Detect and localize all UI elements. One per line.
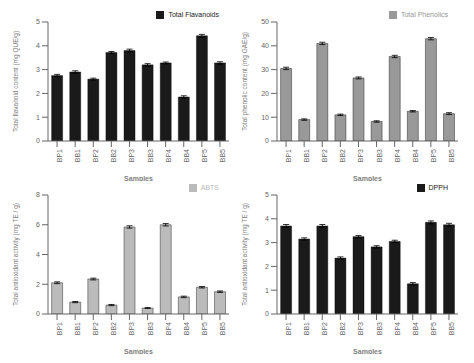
svg-text:BB5: BB5	[448, 149, 455, 162]
svg-text:BP5: BP5	[201, 149, 208, 162]
svg-text:BB3: BB3	[376, 322, 383, 335]
svg-text:BB2: BB2	[110, 149, 117, 162]
svg-text:8: 8	[36, 191, 40, 198]
svg-text:1: 1	[265, 287, 269, 294]
svg-text:30: 30	[261, 66, 269, 73]
svg-text:BP3: BP3	[357, 322, 364, 335]
svg-text:BP3: BP3	[128, 149, 135, 162]
svg-text:10: 10	[261, 114, 269, 121]
svg-text:BB3: BB3	[376, 149, 383, 162]
svg-text:BB5: BB5	[448, 322, 455, 335]
svg-text:BB1: BB1	[303, 149, 310, 162]
svg-text:Samples: Samples	[353, 175, 382, 181]
svg-text:BP1: BP1	[285, 322, 292, 335]
svg-text:BP1: BP1	[56, 149, 63, 162]
svg-text:BP1: BP1	[285, 149, 292, 162]
svg-text:BB1: BB1	[303, 322, 310, 335]
svg-text:BB4: BB4	[412, 322, 419, 335]
svg-text:3: 3	[265, 239, 269, 246]
svg-text:5: 5	[265, 191, 269, 198]
svg-text:BB5: BB5	[219, 322, 226, 335]
svg-text:0: 0	[36, 310, 40, 317]
svg-text:2: 2	[36, 281, 40, 288]
svg-text:BP2: BP2	[92, 149, 99, 162]
svg-text:4: 4	[36, 251, 40, 258]
svg-text:BB1: BB1	[74, 149, 81, 162]
svg-text:BB3: BB3	[147, 149, 154, 162]
svg-text:2: 2	[36, 90, 40, 97]
svg-text:0: 0	[36, 137, 40, 144]
svg-text:BP2: BP2	[321, 149, 328, 162]
svg-text:BB2: BB2	[339, 149, 346, 162]
svg-text:BP5: BP5	[430, 149, 437, 162]
svg-text:1: 1	[36, 114, 40, 121]
svg-text:5: 5	[36, 18, 40, 25]
svg-text:BP4: BP4	[165, 322, 172, 335]
svg-text:6: 6	[36, 221, 40, 228]
svg-text:3: 3	[36, 66, 40, 73]
svg-text:Samples: Samples	[124, 175, 153, 181]
svg-text:0: 0	[265, 137, 269, 144]
svg-text:Total phenolic content (mg GAE: Total phenolic content (mg GAE/g)	[241, 32, 249, 131]
svg-text:20: 20	[261, 90, 269, 97]
svg-text:BP3: BP3	[357, 149, 364, 162]
svg-text:BP4: BP4	[394, 149, 401, 162]
svg-text:BB3: BB3	[147, 322, 154, 335]
svg-text:BP3: BP3	[128, 322, 135, 335]
svg-text:BB2: BB2	[110, 322, 117, 335]
svg-text:Samples: Samples	[124, 348, 153, 354]
svg-text:Total flavanoid content (mg QU: Total flavanoid content (mg QUE/g)	[12, 31, 20, 132]
html-text:Total Phenolics: Total Phenolics	[400, 11, 448, 18]
svg-text:Total antioxidant activity (mg: Total antioxidant activity (mg TE / g)	[241, 203, 249, 306]
html-text:DPPH: DPPH	[428, 184, 448, 191]
svg-text:4: 4	[36, 42, 40, 49]
svg-text:BP2: BP2	[321, 322, 328, 335]
svg-text:BB1: BB1	[74, 322, 81, 335]
svg-text:BB2: BB2	[339, 322, 346, 335]
svg-text:BP5: BP5	[201, 322, 208, 335]
svg-text:50: 50	[261, 18, 269, 25]
svg-text:BB5: BB5	[219, 149, 226, 162]
svg-text:BB4: BB4	[183, 149, 190, 162]
svg-text:Samples: Samples	[353, 348, 382, 354]
svg-text:2: 2	[265, 263, 269, 270]
html-text:Total Flavanoids: Total Flavanoids	[168, 11, 219, 18]
svg-text:0: 0	[265, 310, 269, 317]
svg-text:BP2: BP2	[92, 322, 99, 335]
svg-text:BP5: BP5	[430, 322, 437, 335]
svg-text:BB4: BB4	[412, 149, 419, 162]
html-text:ABTS: ABTS	[200, 184, 219, 191]
svg-text:BP4: BP4	[165, 149, 172, 162]
svg-text:4: 4	[265, 215, 269, 222]
svg-text:BP1: BP1	[56, 322, 63, 335]
svg-text:Total antioxidant activity (mg: Total antioxidant activity (mg TE / g)	[12, 203, 20, 306]
svg-text:BB4: BB4	[183, 322, 190, 335]
svg-text:40: 40	[261, 42, 269, 49]
svg-text:BP4: BP4	[394, 322, 401, 335]
